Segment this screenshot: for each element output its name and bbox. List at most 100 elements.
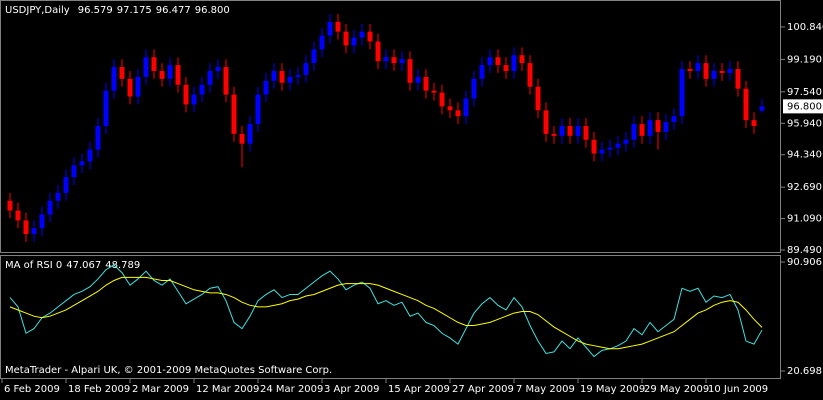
candle-body [495, 57, 501, 66]
x-tick-label: 15 Apr 2009 [388, 384, 450, 395]
x-tick-label: 10 Jun 2009 [708, 384, 768, 395]
candle-body [727, 69, 733, 73]
candle-body [375, 41, 381, 62]
footer: MetaTrader - Alpari UK, © 2001-2009 Meta… [5, 365, 332, 376]
x-tick-label: 6 Feb 2009 [4, 384, 60, 395]
candle-body [423, 76, 429, 91]
candle-body [231, 94, 237, 134]
candle-body [319, 35, 325, 50]
candle-body [383, 57, 389, 62]
candle-body [679, 69, 685, 117]
y-tick-label: 91.090 [787, 214, 822, 225]
candle-body [119, 67, 125, 79]
candle-body [271, 70, 277, 81]
candle-body [599, 149, 605, 154]
candle-body [47, 200, 53, 215]
candle-body [63, 177, 69, 193]
candle-body [87, 149, 93, 162]
price-marker [783, 99, 823, 114]
indicator-value: 48.789 [105, 260, 140, 271]
candle-body [279, 70, 285, 83]
price-marker-label: 96.800 [787, 101, 822, 112]
candle-body [31, 228, 37, 235]
price-panel [0, 0, 781, 253]
candle-body [567, 126, 573, 136]
x-tick-label: 18 Feb 2009 [68, 384, 130, 395]
candle-body [159, 70, 165, 79]
candle-body [455, 110, 461, 117]
candle-body [543, 110, 549, 134]
candle-body [439, 92, 445, 107]
ohlc-value: 96.800 [195, 5, 230, 16]
candle-body [127, 78, 133, 97]
candle-body [503, 65, 509, 71]
y-tick-label: 92.690 [787, 182, 822, 193]
candle-body [655, 120, 661, 132]
candle-body [23, 220, 29, 235]
candle-body [519, 55, 525, 64]
candle-body [295, 74, 301, 77]
candle-body [687, 69, 693, 71]
candle-body [471, 78, 477, 99]
candle-body [95, 126, 101, 150]
symbol-header: USDJPY,Daily 96.579 97.175 96.477 96.800 [5, 5, 230, 16]
indicator-line [9, 276, 763, 350]
candle-body [751, 120, 757, 127]
candle-body [103, 90, 109, 127]
candle-body [55, 192, 61, 201]
candle-body [615, 143, 621, 148]
indicator-value: 47.067 [66, 260, 101, 271]
candle-body [671, 116, 677, 123]
candle-body [191, 94, 197, 105]
y-tick-label: 99.190 [787, 54, 822, 65]
x-tick-label: 29 May 2009 [644, 384, 709, 395]
ohlc-value: 97.175 [117, 5, 152, 16]
y-tick-label: 95.940 [787, 118, 822, 129]
candle-body [695, 63, 701, 71]
candle-body [367, 31, 373, 42]
indicator-line [9, 264, 763, 358]
candle-body [735, 69, 741, 89]
symbol: USDJPY,Daily [5, 5, 70, 16]
candle-body [479, 65, 485, 79]
candle-body [175, 65, 181, 85]
candle-body [711, 70, 717, 79]
candle-body [199, 84, 205, 95]
candle-body [583, 126, 589, 140]
x-tick-label: 2 Mar 2009 [132, 384, 189, 395]
candle-body [39, 214, 45, 229]
x-tick-label: 27 Apr 2009 [452, 384, 514, 395]
candle-body [351, 37, 357, 46]
candle-body [327, 21, 333, 36]
y-tick-label: 97.540 [787, 87, 822, 98]
candle-body [7, 200, 13, 211]
candle-body [391, 57, 397, 64]
candle-body [111, 67, 117, 91]
candle-body [359, 31, 365, 38]
candle-body [247, 124, 253, 144]
candle-body [631, 124, 637, 140]
candle-body [263, 80, 269, 95]
candle-body [535, 86, 541, 111]
candle-body [207, 70, 213, 85]
y-tick-label: 20.698 [787, 366, 822, 377]
candle-body [135, 76, 141, 97]
candle-body [639, 124, 645, 136]
ohlc-value: 96.477 [156, 5, 191, 16]
indicator-name: MA of RSI 0 [5, 260, 62, 271]
x-tick-label: 24 Mar 2009 [260, 384, 323, 395]
candle-body [623, 139, 629, 144]
candle-body [143, 57, 149, 77]
candle-body [647, 120, 653, 136]
candle-body [591, 139, 597, 154]
candle-body [551, 133, 557, 136]
candle-body [335, 21, 341, 32]
candle-body [431, 90, 437, 93]
ohlc-value: 96.579 [78, 5, 113, 16]
candle-body [399, 59, 405, 64]
y-tick-label: 94.340 [787, 150, 822, 161]
candle-body [447, 106, 453, 111]
candle-body [575, 126, 581, 136]
candle-body [487, 57, 493, 66]
candle-body [303, 63, 309, 75]
